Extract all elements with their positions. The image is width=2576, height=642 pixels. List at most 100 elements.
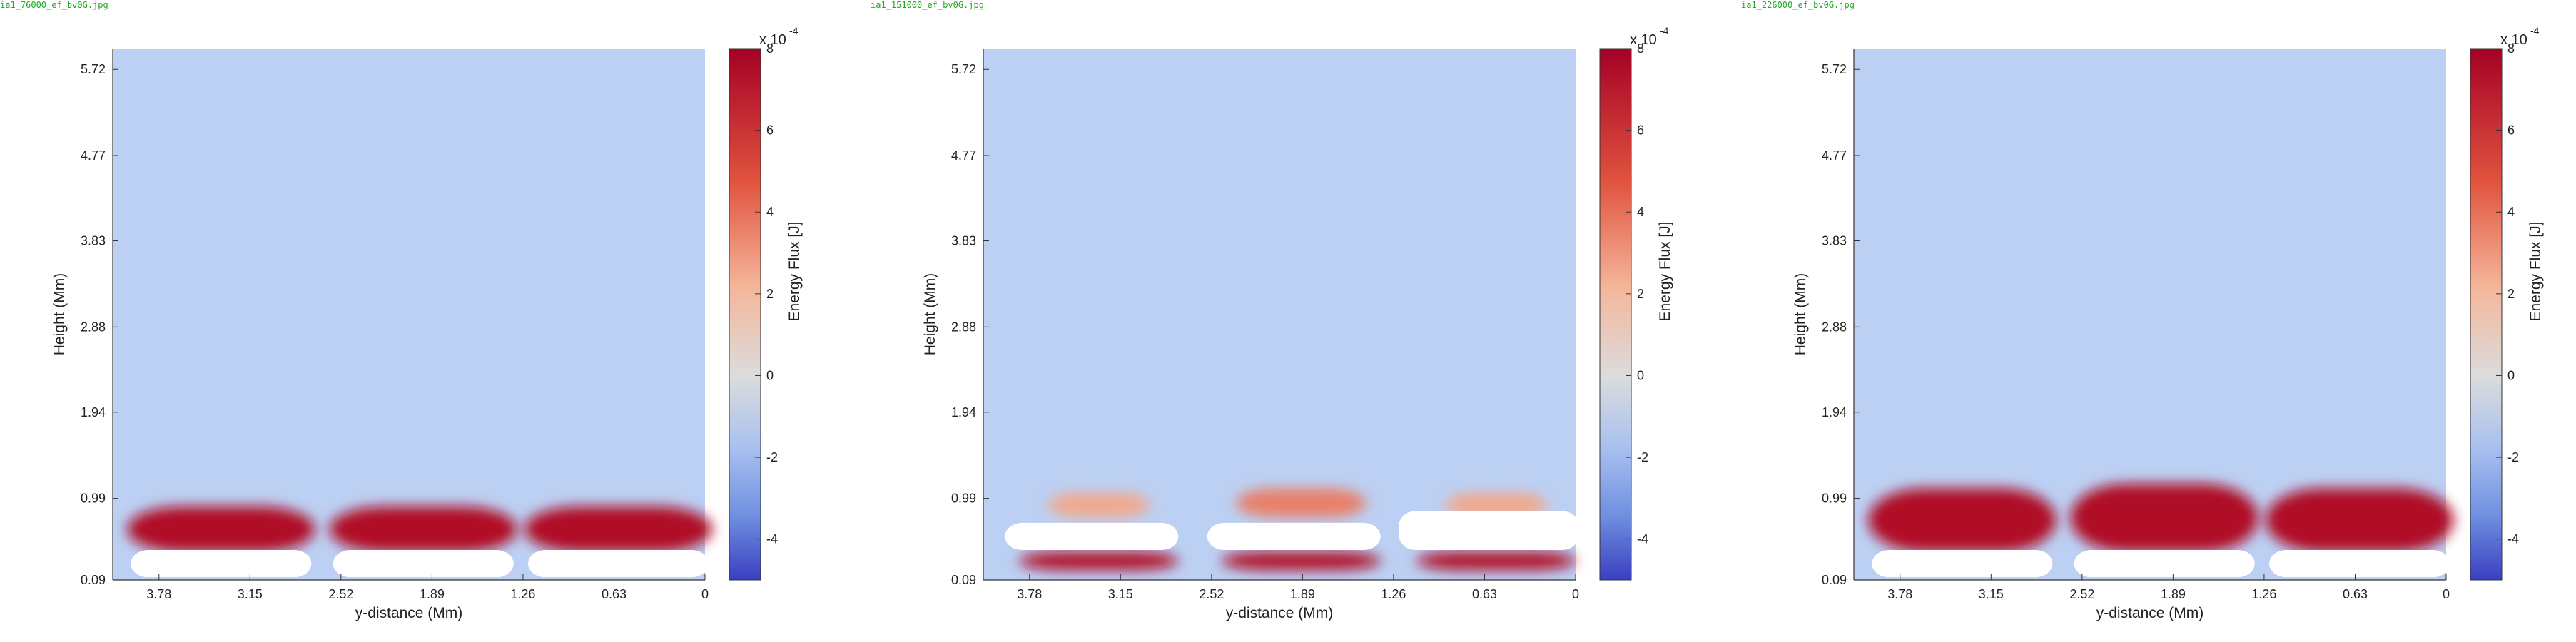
colorbar-exponent-base: x 10 <box>2500 32 2527 48</box>
x-tick-label: 2.52 <box>1199 587 1224 601</box>
x-tick-label: 1.89 <box>420 587 445 601</box>
y-axis-label: Height (Mm) <box>51 273 68 356</box>
x-tick-label: 2.52 <box>328 587 353 601</box>
x-axis-label: y-distance (Mm) <box>2096 605 2204 621</box>
colorbar-label: Energy Flux [J] <box>786 221 803 321</box>
masked-region <box>1207 522 1381 551</box>
y-tick-label: 5.72 <box>81 62 106 76</box>
x-tick-label: 1.26 <box>510 587 535 601</box>
colorbar <box>729 48 761 581</box>
y-tick-label: 3.83 <box>81 234 106 248</box>
colorbar <box>1599 48 1632 581</box>
x-tick-label: 3.78 <box>146 587 171 601</box>
flux-blob <box>1222 551 1381 571</box>
x-tick-label: 3.15 <box>1108 587 1133 601</box>
colorbar-exponent: -4 <box>1660 25 1669 36</box>
masked-region <box>1399 511 1580 551</box>
colorbar-tick-label: 0 <box>2507 368 2515 382</box>
x-tick-label: 1.89 <box>1290 587 1315 601</box>
colorbar-tick-label: -4 <box>766 532 778 546</box>
flux-blob <box>1416 551 1576 571</box>
colorbar-tick-label: 2 <box>1637 287 1644 301</box>
x-tick-label: 0.63 <box>1472 587 1497 601</box>
x-tick-label: 1.26 <box>2251 587 2276 601</box>
y-tick-label: 1.94 <box>1822 405 1847 419</box>
masked-region <box>131 550 312 578</box>
y-tick-label: 0.99 <box>1822 491 1847 506</box>
colorbar-tick-label: -2 <box>2507 450 2519 464</box>
y-tick-label: 4.77 <box>951 148 976 163</box>
y-tick-label: 0.09 <box>81 573 106 587</box>
colorbar-tick-label: 0 <box>766 368 774 382</box>
x-tick-label: 3.15 <box>238 587 263 601</box>
colorbar-tick-label: 8 <box>1637 41 1644 56</box>
masked-region <box>2269 550 2450 578</box>
colorbar-exponent-base: x 10 <box>1630 32 1657 48</box>
heatmap-features <box>1868 484 2454 578</box>
heatmap-features <box>1005 488 1580 571</box>
panel-file-label: ia1_151000_ef_bv0G.jpg <box>871 0 984 10</box>
colorbar-tick-label: 4 <box>1637 205 1644 219</box>
x-tick-label: 3.78 <box>1017 587 1042 601</box>
y-axis-label: Height (Mm) <box>1792 273 1809 356</box>
flux-blob <box>2070 484 2258 552</box>
colorbar-tick-label: 2 <box>2507 287 2515 301</box>
x-tick-label: 0.63 <box>602 587 627 601</box>
y-tick-label: 2.88 <box>81 320 106 334</box>
colorbar-tick-label: 4 <box>766 205 774 219</box>
colorbar-tick-label: -4 <box>1637 532 1648 546</box>
y-tick-label: 4.77 <box>81 148 106 163</box>
flux-blob <box>1048 492 1150 518</box>
y-tick-label: 1.94 <box>951 405 976 419</box>
colorbar-tick-label: 8 <box>2507 41 2515 56</box>
x-tick-label: 3.78 <box>1887 587 1912 601</box>
y-tick-label: 0.09 <box>951 573 976 587</box>
panel-3: ia1_226000_ef_bv0G.jpg 3.78 3.15 2.52 1.89 1… <box>1741 0 2576 642</box>
flux-blob <box>1868 488 2057 552</box>
colorbar-label: Energy Flux [J] <box>2527 221 2544 321</box>
x-tick-label: 0.63 <box>2343 587 2368 601</box>
masked-region <box>1005 522 1179 551</box>
colorbar-tick-label: 4 <box>2507 205 2515 219</box>
heatmap-plot: 3.78 3.15 2.52 1.89 1.26 0.63 0 0.09 0.99 1.94 2.8… <box>922 25 1673 621</box>
masked-region <box>333 550 514 578</box>
flux-blob <box>1019 551 1179 571</box>
x-tick-label: 0 <box>2443 587 2450 601</box>
x-tick-label: 0 <box>1572 587 1579 601</box>
colorbar-tick-label: 8 <box>766 41 774 56</box>
colorbar-tick-label: 6 <box>766 123 774 138</box>
heatmap-plot: 3.78 3.15 2.52 1.89 1.26 0.63 0 0.09 0.99 1.94 2.8… <box>51 25 803 621</box>
y-tick-label: 3.83 <box>951 234 976 248</box>
panel-file-label: ia1_226000_ef_bv0G.jpg <box>1741 0 1855 10</box>
y-tick-label: 2.88 <box>951 320 976 334</box>
flux-blob <box>127 506 315 552</box>
y-tick-label: 5.72 <box>1822 62 1847 76</box>
flux-blob <box>1236 488 1366 518</box>
x-tick-label: 3.15 <box>1979 587 2004 601</box>
colorbar-tick-label: 0 <box>1637 368 1644 382</box>
colorbar-exponent: -4 <box>789 25 798 36</box>
y-tick-label: 1.94 <box>81 405 106 419</box>
flux-blob <box>524 506 713 552</box>
colorbar-tick-label: -4 <box>2507 532 2519 546</box>
heatmap-plot: 3.78 3.15 2.52 1.89 1.26 0.63 0 0.09 0.99 1.94 2.8… <box>1792 25 2544 621</box>
colorbar-tick-label: -2 <box>766 450 778 464</box>
colorbar-exponent: -4 <box>2530 25 2540 36</box>
x-axis-label: y-distance (Mm) <box>355 605 463 621</box>
y-tick-label: 3.83 <box>1822 234 1847 248</box>
x-tick-label: 2.52 <box>2069 587 2094 601</box>
y-axis-label: Height (Mm) <box>922 273 938 356</box>
colorbar-tick-label: -2 <box>1637 450 1648 464</box>
y-tick-label: 0.09 <box>1822 573 1847 587</box>
colorbar-tick-label: 2 <box>766 287 774 301</box>
x-tick-label: 0 <box>701 587 709 601</box>
colorbar-tick-label: 6 <box>2507 123 2515 138</box>
y-tick-label: 4.77 <box>1822 148 1847 163</box>
colorbar-label: Energy Flux [J] <box>1657 221 1673 321</box>
flux-blob <box>2265 488 2454 552</box>
y-tick-label: 5.72 <box>951 62 976 76</box>
panel-2: ia1_151000_ef_bv0G.jpg 3.78 3.15 2.52 1.89 1… <box>871 0 1727 642</box>
panel-file-label: ia1_76000_ef_bv0G.jpg <box>0 0 108 10</box>
masked-region <box>528 550 709 578</box>
colorbar-tick-label: 6 <box>1637 123 1644 138</box>
